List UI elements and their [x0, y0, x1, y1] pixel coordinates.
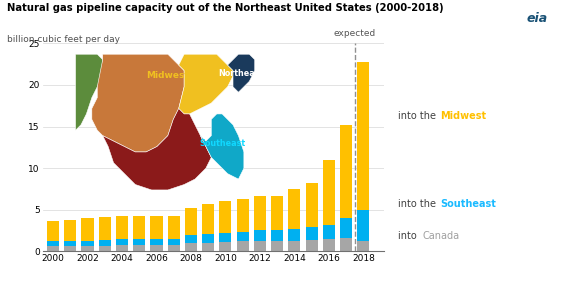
- Text: Natural gas pipeline capacity out of the Northeast United States (2000-2018): Natural gas pipeline capacity out of the…: [7, 3, 443, 13]
- Bar: [150, 216, 163, 239]
- Text: into the: into the: [398, 111, 439, 121]
- Polygon shape: [200, 114, 244, 179]
- Bar: [98, 240, 111, 246]
- Bar: [98, 246, 111, 251]
- Bar: [254, 196, 266, 230]
- Bar: [220, 201, 232, 233]
- Bar: [64, 220, 76, 241]
- Bar: [357, 210, 369, 241]
- Bar: [340, 125, 352, 218]
- Bar: [185, 235, 197, 243]
- Bar: [202, 203, 215, 234]
- Bar: [237, 232, 249, 241]
- Text: into: into: [398, 231, 420, 240]
- Bar: [220, 242, 232, 251]
- Text: Midwest: Midwest: [146, 71, 189, 80]
- Bar: [271, 230, 283, 241]
- Text: Southeast: Southeast: [440, 199, 496, 209]
- Bar: [254, 230, 266, 241]
- Bar: [323, 225, 335, 239]
- Bar: [220, 233, 232, 242]
- Bar: [150, 239, 163, 245]
- Bar: [168, 245, 180, 251]
- Text: Southeast: Southeast: [199, 139, 245, 148]
- Polygon shape: [92, 54, 184, 152]
- Bar: [185, 208, 197, 235]
- Bar: [288, 189, 300, 229]
- Bar: [168, 216, 180, 239]
- Bar: [133, 239, 145, 245]
- Bar: [288, 241, 300, 251]
- Text: expected: expected: [333, 29, 376, 38]
- Bar: [202, 234, 215, 243]
- Bar: [306, 227, 318, 240]
- Bar: [133, 245, 145, 251]
- Bar: [271, 196, 283, 230]
- Bar: [81, 218, 93, 241]
- Text: Canada: Canada: [423, 231, 460, 240]
- Text: into the: into the: [398, 199, 439, 209]
- Bar: [357, 241, 369, 251]
- Bar: [116, 216, 128, 239]
- Bar: [357, 62, 369, 210]
- Bar: [47, 221, 59, 241]
- Bar: [47, 241, 59, 246]
- Bar: [116, 245, 128, 251]
- Bar: [340, 238, 352, 251]
- Bar: [81, 246, 93, 251]
- Bar: [185, 243, 197, 251]
- Polygon shape: [102, 108, 211, 190]
- Bar: [306, 183, 318, 227]
- Bar: [202, 243, 215, 251]
- Bar: [306, 240, 318, 251]
- Text: eia: eia: [526, 12, 547, 25]
- Polygon shape: [76, 54, 102, 130]
- Text: billion cubic feet per day: billion cubic feet per day: [7, 35, 120, 44]
- Bar: [340, 218, 352, 238]
- Bar: [254, 241, 266, 251]
- Bar: [116, 239, 128, 245]
- Text: Northeast: Northeast: [218, 69, 264, 78]
- Polygon shape: [179, 54, 233, 114]
- Bar: [323, 160, 335, 225]
- Bar: [133, 216, 145, 239]
- Bar: [47, 246, 59, 251]
- Text: Midwest: Midwest: [440, 111, 486, 121]
- Bar: [64, 241, 76, 246]
- Bar: [237, 241, 249, 251]
- Bar: [271, 241, 283, 251]
- Bar: [98, 217, 111, 240]
- Bar: [150, 245, 163, 251]
- Bar: [168, 239, 180, 245]
- Bar: [288, 229, 300, 241]
- Bar: [64, 246, 76, 251]
- Bar: [237, 199, 249, 232]
- Polygon shape: [228, 54, 255, 92]
- Bar: [81, 241, 93, 246]
- Bar: [323, 239, 335, 251]
